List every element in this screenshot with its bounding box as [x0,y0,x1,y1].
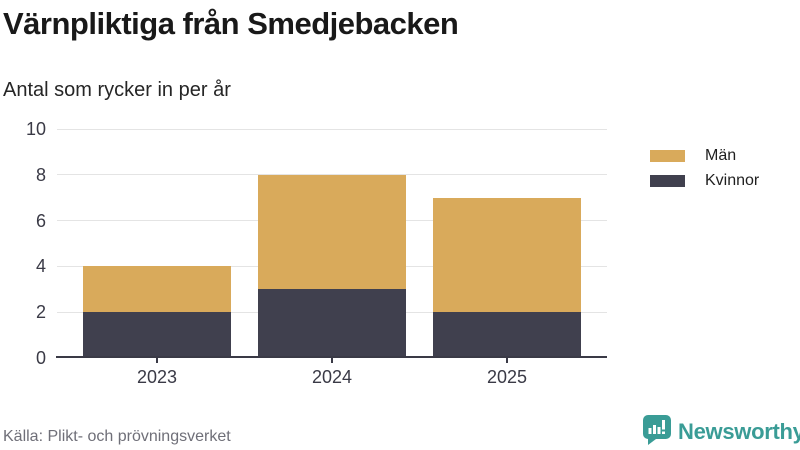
bar-segment-män-2023 [83,266,231,313]
x-axis-label-2025: 2025 [486,367,528,387]
y-axis-label-6: 6 [35,210,46,231]
y-axis-label-10: 10 [25,119,46,139]
x-axis-label-2023: 2023 [136,367,178,387]
x-axis-tick-2023 [156,358,158,363]
grid-line-10 [57,128,607,130]
legend-label: Män [705,147,737,164]
newsworthy-wordmark[interactable]: Newsworthy [678,419,800,444]
y-axis-label-2: 2 [35,302,46,323]
chart-subtitle: Antal som rycker in per år [3,79,231,101]
legend-item-kvinnor: Kvinnor [650,172,760,189]
bar-segment-kvinnor-2025 [433,312,581,358]
y-axis-label-4: 4 [35,256,46,277]
bar-segment-kvinnor-2023 [83,312,231,358]
x-axis-tick-2025 [506,358,508,363]
y-axis-label-0: 0 [35,348,46,368]
legend-item-män: Män [650,147,759,164]
legend-swatch-män [650,150,685,162]
bar-segment-män-2024 [258,174,406,290]
x-axis-tick-2024 [331,358,333,363]
bar-segment-män-2025 [433,197,581,313]
source-text: Källa: Plikt- och prövningsverket [3,428,231,445]
x-axis-line [56,355,607,358]
x-axis-label-2024: 2024 [311,367,353,387]
legend-swatch-kvinnor [650,175,685,187]
bar-segment-kvinnor-2024 [258,289,406,358]
legend-label: Kvinnor [705,172,760,189]
chart-title: Värnpliktiga från Smedjebacken [3,6,459,41]
legend: Män Kvinnor [650,147,760,200]
y-axis-label-8: 8 [35,164,46,185]
newsworthy-speech-bubble-chart-icon [643,415,671,445]
newsworthy-logo[interactable]: Newsworthy [643,415,800,445]
